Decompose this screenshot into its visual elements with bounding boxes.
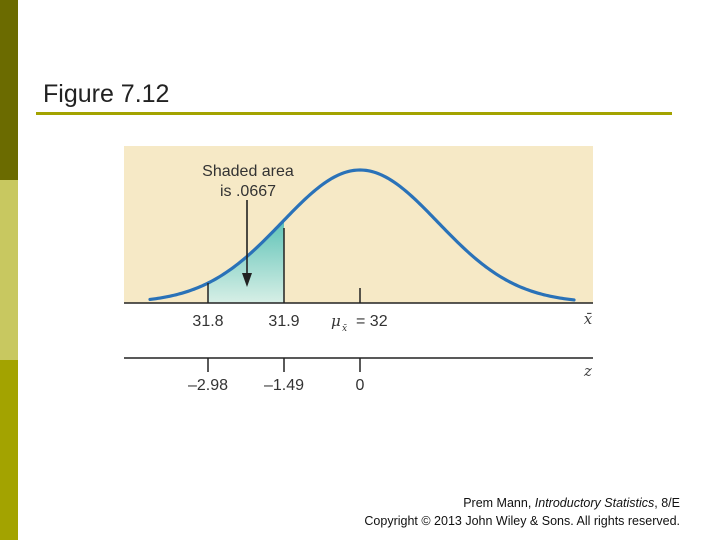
x-tick-label-31-8: 31.8 (192, 313, 223, 330)
slide-title: Figure 7.12 (43, 80, 170, 108)
z-tick-label-0: 0 (356, 377, 365, 394)
normal-curve (148, 168, 576, 302)
mean-subscript: x̄ (342, 324, 347, 334)
plot-background (124, 146, 593, 303)
accent-bar-bottom (0, 360, 18, 540)
credit-edition: , 8/E (654, 496, 680, 510)
annotation-line-1: Shaded area (202, 163, 294, 180)
annotation-line-2: is .0667 (220, 183, 276, 200)
title-underline (36, 112, 672, 115)
mean-symbol: μ (331, 312, 341, 330)
copyright-credits: Prem Mann, Introductory Statistics, 8/E … (364, 494, 680, 530)
annotation-arrow-head (242, 273, 252, 287)
z-axis-label: z (583, 362, 592, 380)
accent-bar-middle (0, 180, 18, 360)
x-tick-label-31-9: 31.9 (268, 313, 299, 330)
credit-book-title: Introductory Statistics (534, 496, 655, 510)
z-tick-label-neg-2-98: –2.98 (188, 377, 228, 394)
credit-author: Prem Mann, (463, 496, 535, 510)
credit-line-copyright: Copyright © 2013 John Wiley & Sons. All … (364, 514, 680, 528)
mean-value: = 32 (356, 313, 388, 330)
normal-curve-figure: Shaded area is .0667 31.8 31.9 μ x̄ = 32… (124, 146, 593, 394)
x-axis-label: x̄ (584, 310, 593, 328)
accent-bar-top (0, 0, 18, 180)
credit-line-book: Prem Mann, Introductory Statistics, 8/E (364, 494, 680, 512)
z-tick-label-neg-1-49: –1.49 (264, 377, 304, 394)
